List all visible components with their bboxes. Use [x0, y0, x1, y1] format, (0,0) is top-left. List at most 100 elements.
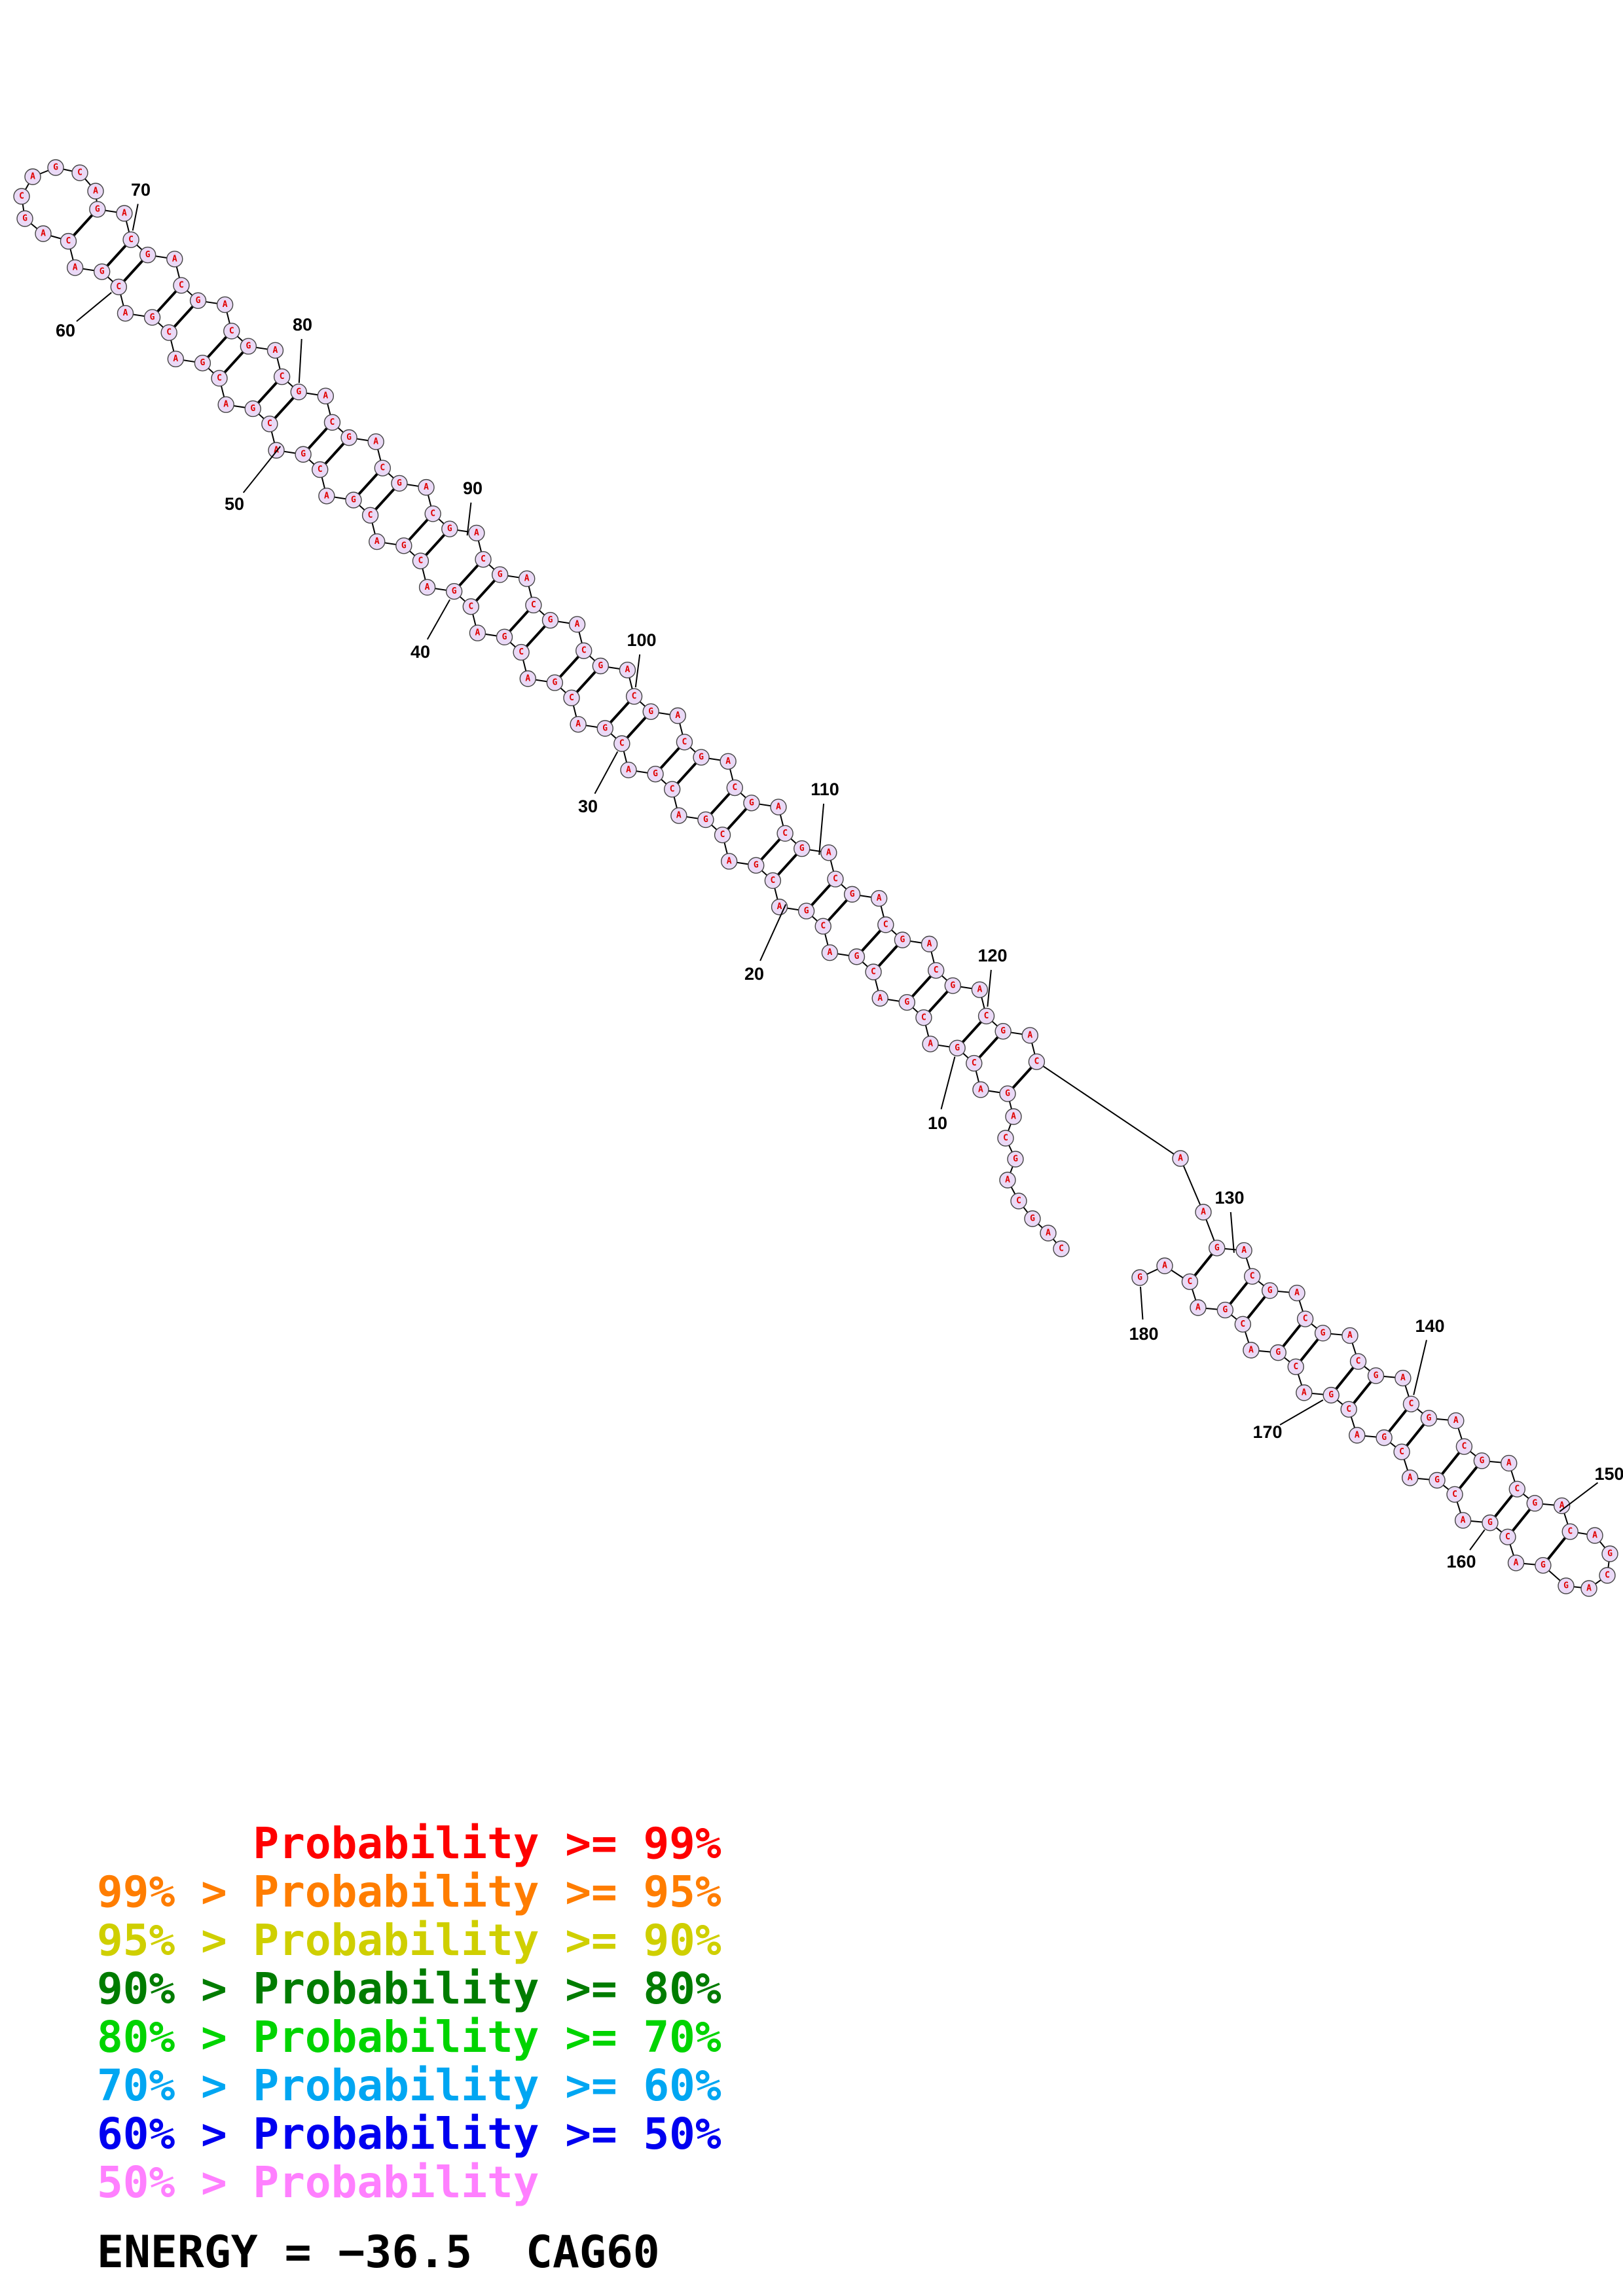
nucleotide-letter: C — [1452, 1490, 1457, 1499]
nucleotide-letter: G — [100, 267, 105, 277]
nucleotide — [345, 492, 362, 509]
nucleotide — [966, 1054, 983, 1072]
nucleotide-letter: A — [1400, 1373, 1406, 1383]
nucleotide — [475, 550, 492, 568]
nucleotide — [1367, 1367, 1385, 1384]
nucleotide-letter: C — [1003, 1134, 1008, 1143]
nucleotide-letter: G — [1030, 1214, 1035, 1224]
nucleotide-letter: C — [619, 739, 625, 749]
nucleotide-letter: G — [1563, 1581, 1569, 1591]
nucleotide-letter: C — [267, 419, 272, 429]
nucleotide — [273, 368, 291, 386]
nucleotide — [424, 505, 441, 522]
nucleotide — [1234, 1316, 1252, 1333]
nucleotide-letter: A — [323, 391, 328, 401]
nucleotide-letter: G — [1275, 1348, 1281, 1357]
nucleotide — [972, 1081, 989, 1098]
nucleotide-letter: A — [575, 719, 581, 729]
nucleotide-letter: A — [1005, 1175, 1010, 1185]
nucleotide-letter: C — [1409, 1399, 1414, 1409]
nucleotide-letter: A — [1302, 1388, 1307, 1397]
nucleotide — [16, 210, 33, 227]
nucleotide — [173, 277, 190, 294]
nucleotide — [217, 396, 234, 413]
legend-entry-70: 80% > Probability >= 70% — [97, 2012, 721, 2062]
nucleotide — [441, 520, 458, 537]
nucleotide — [317, 387, 335, 404]
nucleotide — [122, 231, 139, 248]
nucleotide — [525, 596, 542, 614]
nucleotide — [1040, 1225, 1057, 1242]
nucleotide-letter: A — [928, 1039, 933, 1049]
nucleotide — [915, 1009, 932, 1026]
nucleotide — [697, 811, 714, 829]
nucleotide — [770, 798, 787, 816]
nucleotide-letter: A — [41, 229, 46, 239]
nucleotide — [1395, 1369, 1412, 1387]
energy-label: ENERGY = −36.5 CAG60 — [97, 2227, 660, 2278]
nucleotide — [1482, 1514, 1499, 1532]
legend-entry-95: 99% > Probability >= 95% — [97, 1867, 721, 1917]
nucleotide-letter: C — [418, 556, 424, 566]
nucleotide — [797, 903, 815, 920]
nucleotide-letter: C — [1346, 1405, 1351, 1414]
nucleotide-letter: A — [1201, 1208, 1206, 1217]
nucleotide — [693, 749, 710, 766]
nucleotide-letter: G — [1607, 1549, 1613, 1559]
nucleotide-letter: G — [1479, 1456, 1484, 1465]
nucleotide — [166, 251, 183, 268]
nucleotide — [1507, 1554, 1525, 1571]
nucleotide — [619, 662, 636, 679]
nucleotide-letter: G — [498, 569, 503, 579]
nucleotide-letter: C — [1514, 1484, 1520, 1494]
nucleotide-letter: C — [770, 876, 775, 886]
nucleotide-letter: C — [682, 737, 687, 747]
legend-entry-99: Probability >= 99% — [97, 1818, 721, 1869]
nucleotide — [87, 183, 104, 200]
nucleotide — [1190, 1299, 1207, 1316]
nucleotide — [1349, 1353, 1367, 1370]
nucleotide — [1601, 1545, 1618, 1562]
nucleotide-letter: A — [425, 583, 430, 592]
nucleotide — [361, 507, 379, 524]
nucleotide-letter: G — [1222, 1305, 1228, 1315]
nucleotide — [13, 188, 30, 205]
position-label: 110 — [811, 780, 839, 799]
nucleotide-letter: G — [1214, 1243, 1220, 1253]
nucleotide — [1401, 1469, 1419, 1486]
nucleotide-letter: G — [301, 450, 306, 459]
nucleotide-letter: C — [368, 511, 373, 520]
nucleotide-letter: C — [820, 922, 826, 931]
nucleotide-letter: G — [552, 678, 557, 688]
nucleotide — [720, 753, 737, 770]
nucleotide — [513, 643, 530, 661]
nucleotide — [999, 1085, 1016, 1102]
nucleotide — [116, 205, 133, 222]
nucleotide-letter: G — [900, 935, 905, 945]
nucleotide — [1455, 1438, 1473, 1455]
nucleotide — [211, 370, 228, 387]
nucleotide — [894, 931, 911, 948]
nucleotide-letter: A — [626, 765, 631, 775]
nucleotide — [843, 886, 861, 903]
nucleotide-letter: C — [833, 874, 838, 884]
position-label: 140 — [1415, 1316, 1444, 1336]
nucleotide — [1007, 1151, 1024, 1168]
nucleotide — [877, 916, 894, 933]
nucleotide-letter: A — [324, 491, 329, 501]
nucleotide-letter: C — [1356, 1357, 1361, 1367]
nucleotide-letter: G — [1532, 1498, 1537, 1508]
nucleotide — [496, 628, 513, 646]
nucleotide — [647, 765, 664, 783]
nucleotide — [592, 657, 610, 675]
nucleotide — [1243, 1342, 1260, 1359]
nucleotide — [1261, 1282, 1279, 1299]
nucleotide-letter: C — [1016, 1196, 1021, 1206]
position-label: 70 — [131, 180, 151, 200]
nucleotide-letter: G — [754, 861, 759, 870]
nucleotide-letter: C — [1461, 1442, 1467, 1452]
legend-entry-80: 90% > Probability >= 80% — [97, 1964, 721, 2014]
nucleotide-letter: C — [1303, 1314, 1308, 1324]
nucleotide-letter: G — [397, 478, 402, 488]
nucleotide — [1340, 1401, 1357, 1418]
